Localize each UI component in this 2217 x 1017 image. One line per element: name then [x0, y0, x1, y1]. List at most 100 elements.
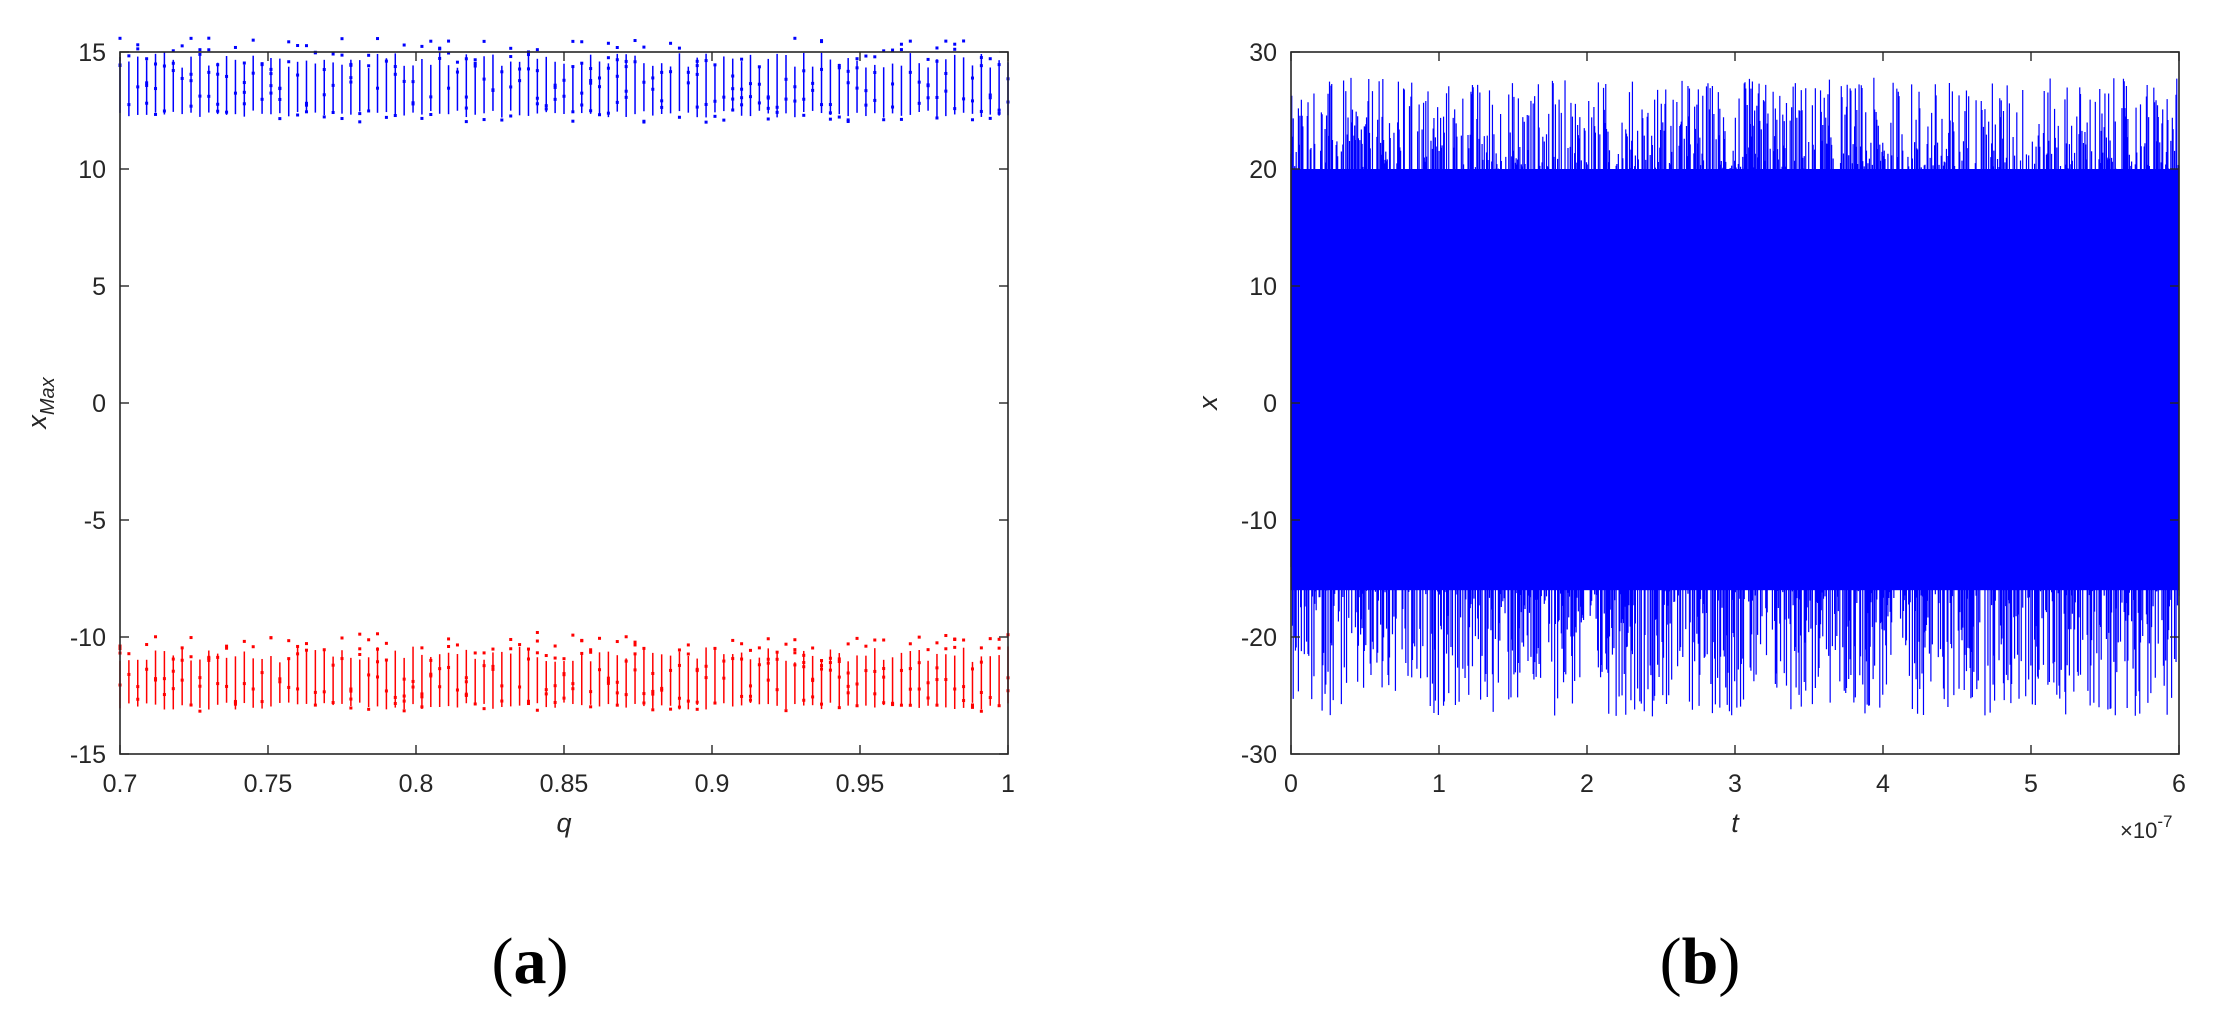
data-point [820, 40, 824, 44]
data-point [731, 87, 735, 91]
data-point [287, 60, 291, 64]
data-point [722, 95, 726, 99]
y-axis-label-a-base: x [22, 414, 52, 431]
data-point [864, 89, 868, 93]
data-point [686, 81, 690, 85]
data-point [198, 48, 202, 52]
data-point [828, 661, 832, 665]
data-point [278, 87, 282, 91]
data-point [198, 52, 202, 56]
data-points-a [118, 36, 1010, 713]
data-point [997, 637, 1001, 641]
data-point [988, 93, 992, 97]
data-point [420, 44, 424, 48]
data-point [367, 64, 371, 68]
data-point [926, 57, 930, 61]
data-point [846, 671, 850, 675]
data-point [669, 70, 673, 74]
data-point [367, 707, 371, 711]
data-point [917, 101, 921, 105]
data-point [793, 85, 797, 89]
data-point [491, 664, 495, 668]
data-point [899, 117, 903, 121]
data-point [322, 690, 326, 694]
data-point [722, 118, 726, 122]
x-axis-label-b: t [1731, 808, 1740, 838]
data-point [988, 637, 992, 641]
data-point [225, 644, 229, 648]
data-point [571, 682, 575, 686]
data-point [500, 699, 504, 703]
data-point [837, 660, 841, 664]
data-point [615, 703, 619, 707]
data-point [615, 58, 619, 62]
data-point [154, 677, 158, 681]
data-point [420, 705, 424, 709]
data-point [882, 701, 886, 705]
data-point [544, 692, 548, 696]
data-point [793, 36, 797, 40]
data-point [420, 116, 424, 120]
x-tick-label-b: 3 [1728, 770, 1742, 798]
data-point [589, 650, 593, 654]
data-point [349, 62, 353, 66]
data-point [127, 672, 131, 676]
data-point [180, 678, 184, 682]
y-tick-label-b: -20 [1241, 624, 1277, 652]
data-point [189, 79, 193, 83]
y-tick-label-b: 20 [1249, 156, 1277, 184]
data-point [464, 676, 468, 680]
data-point [979, 56, 983, 60]
data-point [331, 701, 335, 705]
data-point [242, 81, 246, 85]
data-point [882, 667, 886, 671]
data-point [180, 658, 184, 662]
data-point [633, 668, 637, 672]
data-point [855, 704, 859, 708]
data-point [882, 675, 886, 679]
data-point [571, 687, 575, 691]
data-point [233, 45, 237, 49]
data-point [979, 660, 983, 664]
data-point [500, 118, 504, 122]
data-point [447, 51, 451, 55]
data-point [722, 659, 726, 663]
data-point [127, 103, 131, 107]
data-point [935, 666, 939, 670]
data-point [820, 702, 824, 706]
data-point [526, 699, 530, 703]
data-point [695, 64, 699, 68]
data-point [145, 83, 149, 87]
data-point [891, 82, 895, 86]
data-point [340, 37, 344, 41]
data-point [802, 97, 806, 101]
data-point [882, 49, 886, 53]
data-point [837, 115, 841, 119]
data-point [677, 115, 681, 119]
data-point [748, 95, 752, 99]
data-point [820, 103, 824, 107]
data-point [757, 101, 761, 105]
data-point [509, 114, 513, 118]
data-point [207, 94, 211, 98]
data-point [544, 104, 548, 108]
data-point [473, 58, 477, 62]
data-point [376, 647, 380, 651]
data-point [260, 97, 264, 101]
data-point [162, 693, 166, 697]
data-point [642, 45, 646, 49]
data-point [473, 61, 477, 65]
data-point [651, 671, 655, 675]
data-point [340, 117, 344, 121]
data-point [535, 102, 539, 106]
data-point [296, 687, 300, 691]
axes-frame-a [119, 51, 1009, 755]
data-point [615, 100, 619, 104]
data-point [358, 652, 362, 656]
data-point [793, 651, 797, 655]
data-point [491, 667, 495, 671]
data-point [189, 636, 193, 640]
data-point [242, 61, 246, 65]
ticks-b: 0 1 2 3 4 5 6 -30 -20 -10 0 10 20 30 [1241, 39, 2186, 798]
